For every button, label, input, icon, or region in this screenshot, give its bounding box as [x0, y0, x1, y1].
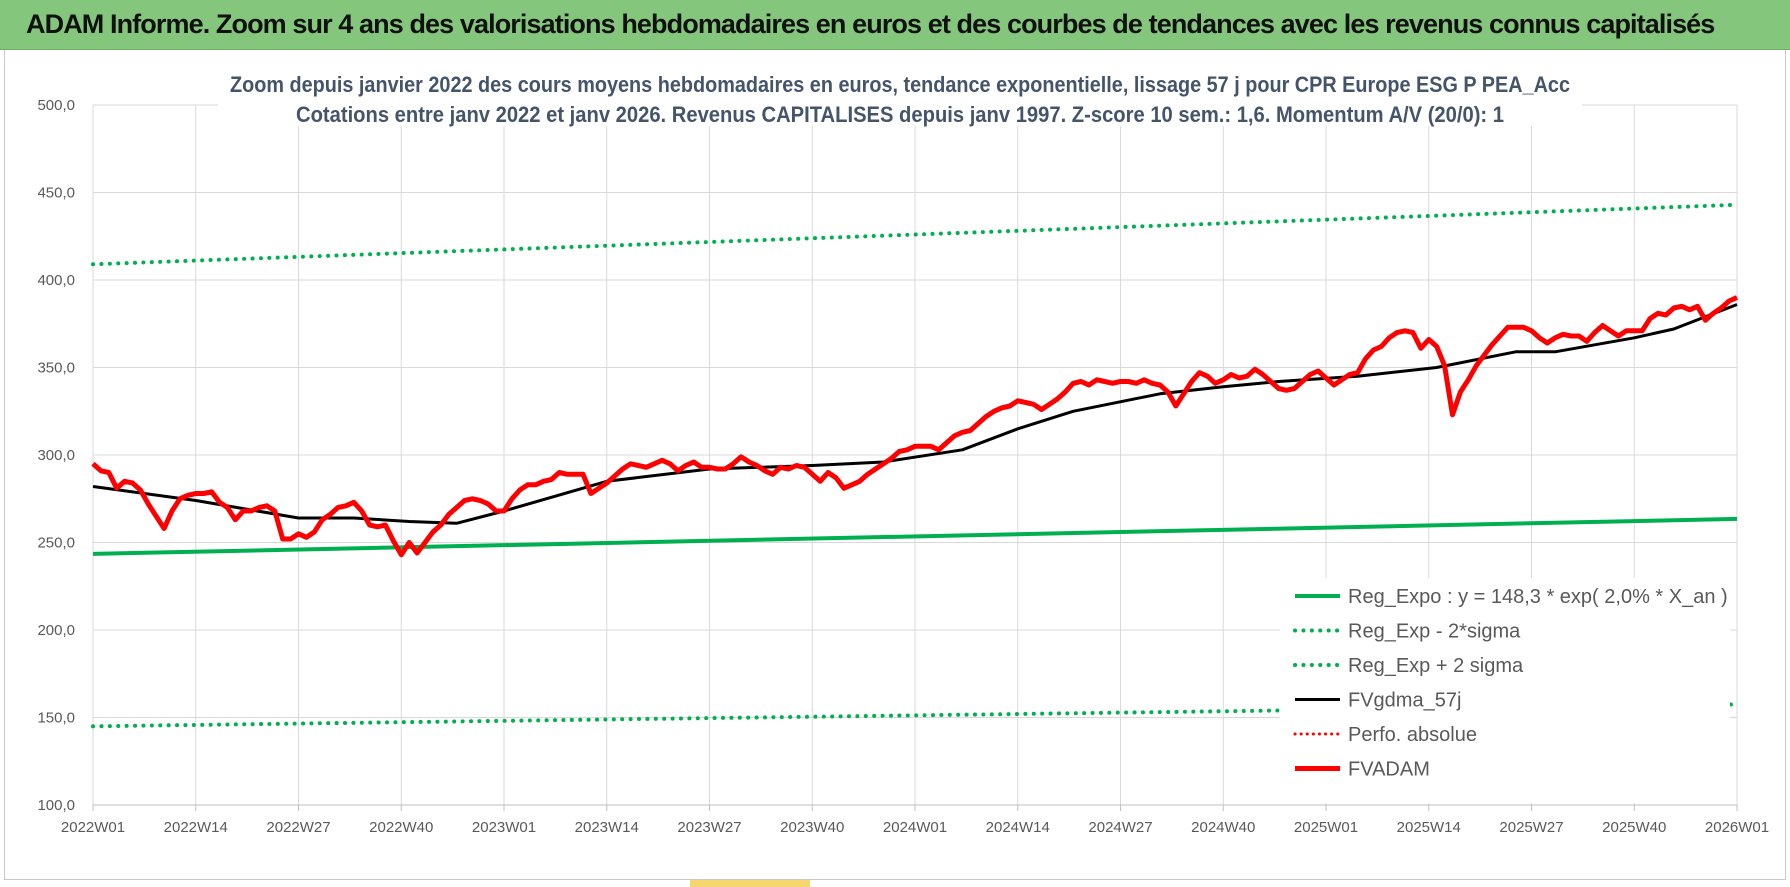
x-tick-label: 2023W27 [677, 819, 741, 836]
y-tick-label: 150,0 [37, 710, 75, 727]
chart-title-line1: Zoom depuis janvier 2022 des cours moyen… [230, 72, 1570, 97]
x-tick-label: 2025W40 [1602, 819, 1666, 836]
x-tick-label: 2023W14 [575, 819, 639, 836]
x-tick-label: 2022W14 [164, 819, 228, 836]
bottom-decoration [690, 880, 810, 887]
x-tick-label: 2022W01 [61, 819, 125, 836]
legend-label: Reg_Expo : y = 148,3 * exp( 2,0% * X_an … [1348, 586, 1728, 608]
price-chart: 100,0 150,0 200,0 250,0 300,0 350,0 400,0 450,0… [37, 62, 1769, 836]
x-tick-label: 2025W01 [1294, 819, 1358, 836]
series-line-6 [91, 295, 1739, 558]
x-tick-label: 2025W27 [1499, 819, 1563, 836]
report-title: ADAM Informe. Zoom sur 4 ans des valoris… [26, 9, 1715, 39]
legend-label: Perfo. absolue [1348, 724, 1477, 746]
y-tick-label: 450,0 [37, 185, 75, 202]
y-tick-label: 250,0 [37, 535, 75, 552]
series-line-4 [92, 303, 1738, 525]
legend-label: FVgdma_57j [1348, 690, 1461, 712]
legend-background [1280, 578, 1730, 803]
x-tick-label: 2025W14 [1397, 819, 1461, 836]
x-tick-label: 2023W40 [780, 819, 844, 836]
legend-label: FVADAM [1348, 759, 1430, 781]
x-tick-label: 2022W40 [369, 819, 433, 836]
series-line-3 [91, 202, 1739, 267]
x-tick-label: 2024W14 [986, 819, 1050, 836]
title-background [218, 62, 1582, 126]
x-tick-label: 2022W27 [266, 819, 330, 836]
legend-label: Reg_Exp - 2*sigma [1348, 621, 1521, 643]
y-tick-label: 100,0 [37, 797, 75, 814]
y-tick-label: 300,0 [37, 447, 75, 464]
y-tick-label: 400,0 [37, 272, 75, 289]
x-tick-label: 2026W01 [1705, 819, 1769, 836]
x-tick-label: 2023W01 [472, 819, 536, 836]
x-axis-ticks: 2022W01 2022W14 2022W27 2022W40 2023W01 2023W… [61, 819, 1769, 836]
legend: Reg_Expo : y = 148,3 * exp( 2,0% * X_an … [1280, 578, 1730, 803]
y-tick-label: 200,0 [37, 622, 75, 639]
x-tick-label: 2024W27 [1088, 819, 1152, 836]
y-axis-ticks: 100,0 150,0 200,0 250,0 300,0 350,0 400,0 450,0… [37, 97, 75, 814]
x-tick-label: 2024W40 [1191, 819, 1255, 836]
y-tick-label: 350,0 [37, 360, 75, 377]
series-line-1 [92, 516, 1738, 556]
legend-label: Reg_Exp + 2 sigma [1348, 655, 1524, 677]
x-tick-label: 2024W01 [883, 819, 947, 836]
y-tick-label: 500,0 [37, 97, 75, 114]
chart-title-line2: Cotations entre janv 2022 et janv 2026. … [296, 102, 1504, 127]
report-banner: ADAM Informe. Zoom sur 4 ans des valoris… [0, 0, 1790, 50]
